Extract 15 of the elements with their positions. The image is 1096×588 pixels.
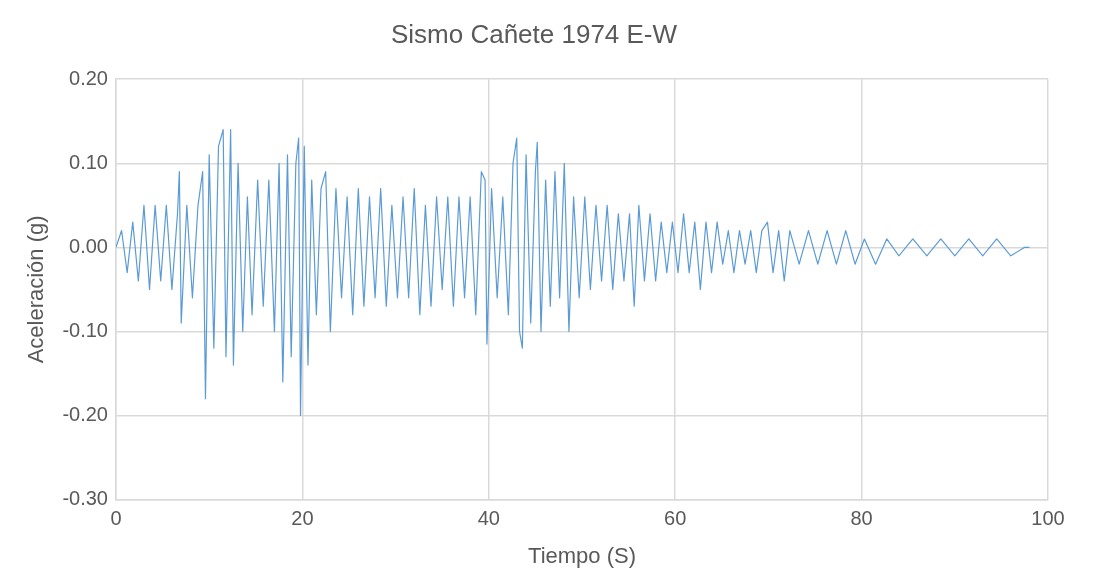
- y-tick-label: 0.00: [69, 234, 108, 257]
- x-tick-label: 60: [664, 507, 687, 530]
- y-tick-label: -0.20: [62, 403, 108, 426]
- x-tick-label: 80: [850, 507, 873, 530]
- chart-title: Sismo Cañete 1974 E-W: [390, 18, 678, 49]
- y-tick-label: 0.10: [69, 150, 108, 173]
- x-tick-label: 40: [477, 507, 500, 530]
- x-tick-label: 100: [1031, 507, 1065, 530]
- x-axis-title: Tiempo (S): [528, 542, 636, 568]
- y-axis-title: Aceleración (g): [23, 215, 49, 364]
- x-tick-label: 20: [291, 507, 314, 530]
- y-tick-label: 0.20: [69, 66, 108, 89]
- y-tick-label: -0.30: [62, 487, 108, 510]
- y-tick-label: -0.10: [62, 318, 108, 341]
- x-tick-label: 0: [110, 507, 122, 530]
